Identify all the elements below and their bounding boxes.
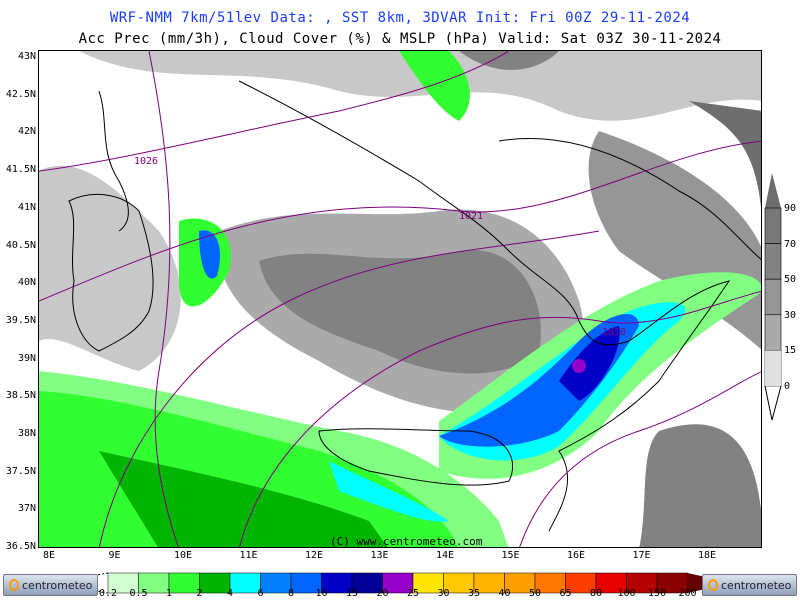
lat-tick-label: 40N [17,277,36,289]
isobars [39,51,761,547]
precip-label: 1 [165,588,173,599]
cloud-cover-label: 70 [784,238,797,250]
cloud-cover-label: 0 [784,381,791,392]
lat-tick-label: 39N [17,352,36,364]
lon-tick-label: 8E [43,550,56,561]
precip-label: 50 [528,588,542,599]
precip-label: 25 [406,588,420,599]
lat-tick-label: 39.5N [5,314,36,326]
precip-label: 35 [467,588,481,599]
lat-tick-label: 43N [17,51,36,62]
precip-label: 20 [376,588,389,599]
precip-label: 0.2 [98,588,118,599]
precip-label: 8 [287,588,295,599]
logo-icon [708,579,718,591]
colorbar-top-triangle [765,173,781,208]
cloud-cover-swatch [764,207,782,244]
precip-label: 6 [257,588,264,599]
precipitation-layer [39,51,761,547]
isobar-labels: 1026 1021 1018 [134,156,626,338]
watermark: (C) www.centrometeo.com [330,535,483,548]
precip-label: 2 [196,588,203,599]
cloud-cover-label: 15 [784,345,797,357]
lat-tick-label: 38N [17,428,36,439]
lon-tick-label: 15E [501,550,520,561]
centrometeo-logo-left: centrometeo [3,574,98,596]
precip-label: 65 [559,588,572,599]
isobar-label: 1026 [134,156,158,167]
logo-text: centrometeo [721,578,792,592]
precip-label: 40 [498,588,511,599]
cloud-cover-colorbar [764,173,782,421]
isobar-label: 1018 [602,327,626,338]
lat-tick-label: 41.5N [5,164,36,176]
lon-tick-label: 18E [698,550,717,561]
precip-label: 4 [226,588,234,599]
colorbar-bottom-triangle [764,385,782,421]
cloud-cover-label: 50 [784,274,797,286]
precip-label: 80 [589,588,603,599]
precip-swatch [168,572,200,594]
lon-tick-label: 17E [632,550,651,561]
cloud-cover-label: 90 [784,203,797,214]
weather-map: 1026 1021 1018 [38,50,762,548]
precip-label: 0.5 [129,588,148,599]
map-canvas: 1026 1021 1018 [39,51,761,547]
isobar-label: 1021 [459,211,483,222]
lon-tick-label: 12E [305,550,324,561]
lon-tick-label: 16E [567,550,586,561]
model-run-title: WRF-NMM 7km/51lev Data: , SST 8km, 3DVAR… [109,10,691,26]
logo-icon [9,579,19,591]
lat-tick-label: 41N [17,201,36,213]
lat-tick-label: 37N [17,503,36,515]
lon-tick-label: 11E [239,550,258,561]
lat-tick-label: 40.5N [5,239,36,251]
field-valid-title: Acc Prec (mm/3h), Cloud Cover (%) & MSLP… [78,31,722,47]
precip-label: 30 [437,588,450,599]
lat-tick-label: 36.5N [5,541,36,553]
cloud-cover-swatch [764,278,782,316]
cloud-cover-label: 30 [784,309,797,321]
precip-label: 100 [617,588,636,599]
precip-label: 200 [678,588,697,599]
lon-tick-label: 14E [436,550,455,561]
lat-tick-label: 38.5N [5,390,36,402]
cloud-cover-swatch [764,243,782,280]
coastlines [68,80,761,532]
lat-tick-label: 37.5N [5,465,36,477]
lon-tick-label: 10E [174,550,193,561]
logo-text: centrometeo [22,578,93,592]
precip-swatch [260,572,292,594]
precip-label: 150 [647,588,667,599]
precip-label: 10 [315,588,328,599]
precip-swatch [229,572,261,594]
cloud-cover-swatch [764,314,782,351]
precip-label: 15 [345,588,359,599]
lon-tick-label: 9E [108,550,121,561]
precip-swatch [199,572,231,594]
centrometeo-logo-right: centrometeo [702,574,797,596]
lat-tick-label: 42.5N [5,88,36,100]
cloud-cover-swatch [765,350,781,386]
lat-tick-label: 42N [17,126,36,138]
lon-tick-label: 13E [370,550,389,561]
